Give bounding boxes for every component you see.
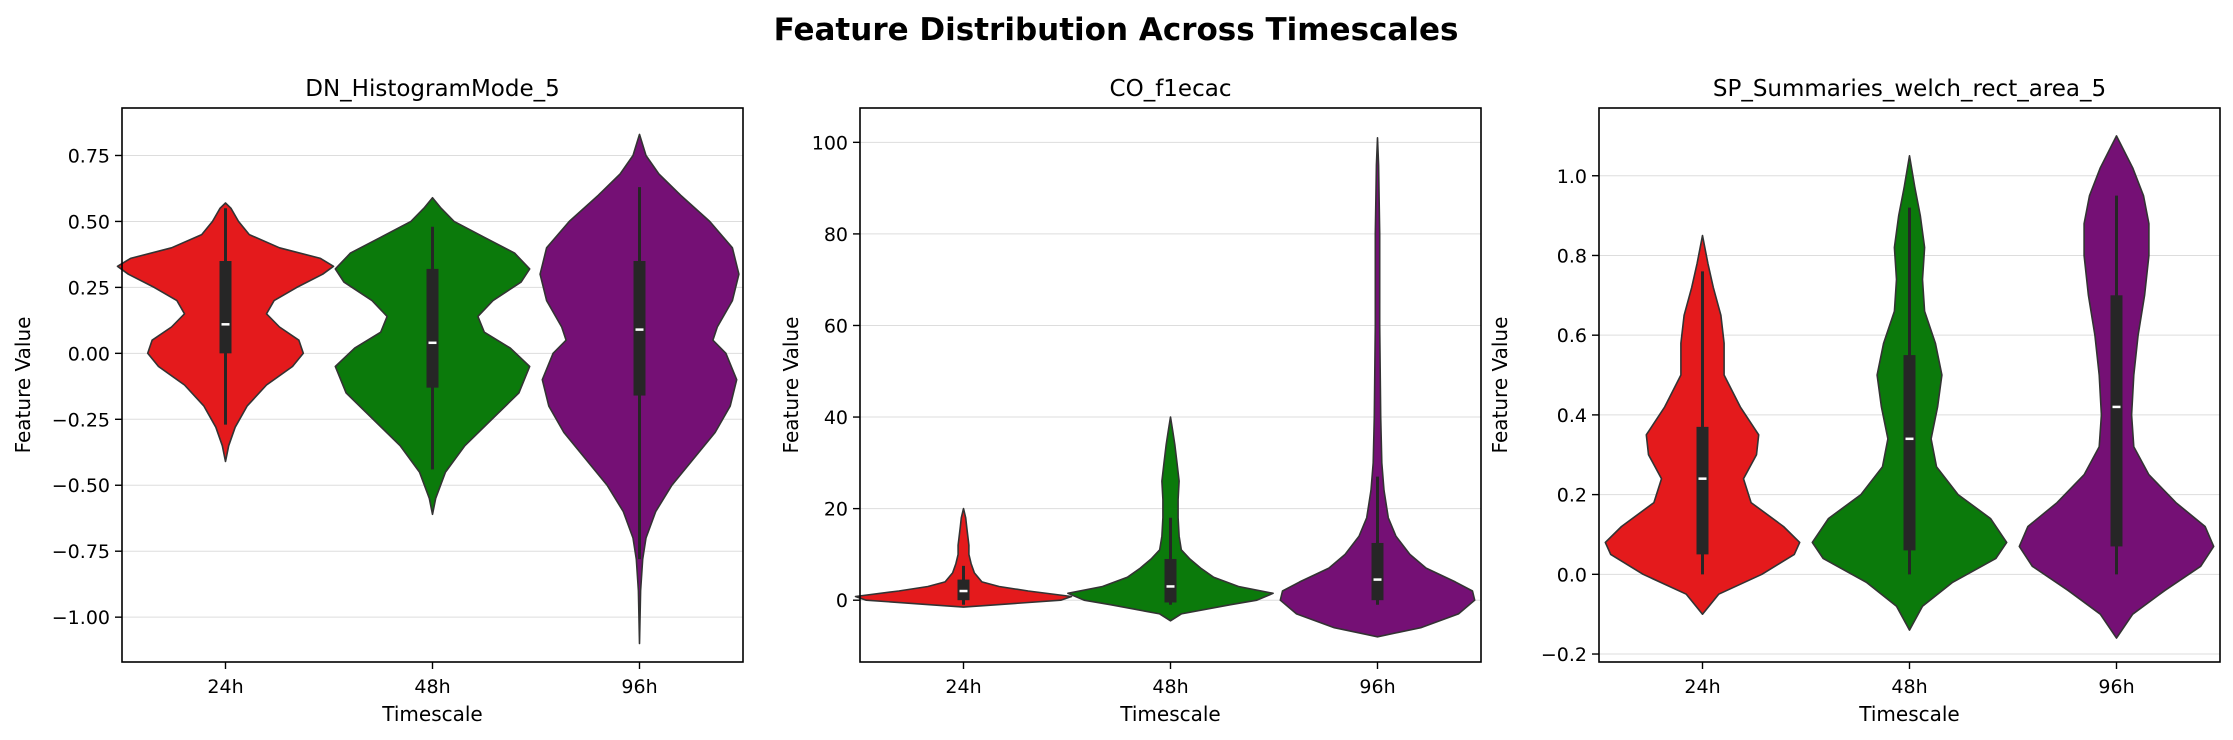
- y-tick-label: 0.2: [1557, 485, 1587, 507]
- x-axis-label: Timescale: [1858, 702, 1959, 726]
- subplot-title: CO_f1ecac: [1110, 76, 1232, 102]
- iqr-box-96h: [1371, 542, 1384, 601]
- y-tick-label: 0.0: [1557, 564, 1587, 586]
- figure-title: Feature Distribution Across Timescales: [774, 12, 1459, 48]
- y-tick-label: 1.0: [1557, 166, 1587, 188]
- y-tick-label: 20: [824, 499, 848, 521]
- violin-24h: [854, 507, 1073, 608]
- iqr-box-48h: [426, 268, 439, 388]
- y-tick-label: −1.00: [52, 607, 110, 629]
- x-axis-label: Timescale: [381, 702, 482, 726]
- violin-96h: [1279, 137, 1476, 638]
- y-tick-label: 80: [824, 224, 848, 246]
- y-tick-label: −0.75: [52, 541, 110, 563]
- y-tick-label: −0.25: [52, 409, 110, 431]
- y-axis-label: Feature Value: [779, 317, 803, 454]
- x-axis-label: Timescale: [1119, 702, 1220, 726]
- y-tick-label: 0.8: [1557, 245, 1587, 267]
- x-tick-label: 24h: [945, 676, 981, 698]
- y-tick-label: −0.2: [1541, 644, 1587, 666]
- y-tick-label: 0.75: [68, 145, 110, 167]
- subplot-3: −0.2 0.0 0.2 0.4 0.6 0.8 1.0 24h 48h 96h SP_Summar…: [1488, 76, 2221, 726]
- y-tick-label: 0.00: [68, 343, 110, 365]
- y-tick-label: 0.4: [1557, 405, 1587, 427]
- subplot-2: 0 20 40 60 80 100 24h 48h 96h CO_f1ecac Timescale F…: [779, 76, 1482, 726]
- iqr-box-24h: [219, 261, 232, 354]
- subplot-title: SP_Summaries_welch_rect_area_5: [1713, 76, 2106, 102]
- y-tick-label: 60: [824, 315, 848, 337]
- x-tick-label: 96h: [621, 676, 657, 698]
- iqr-box-48h: [1164, 558, 1177, 603]
- x-tick-label: 96h: [2098, 676, 2134, 698]
- y-tick-label: 0.25: [68, 277, 110, 299]
- x-tick-label: 48h: [1152, 676, 1188, 698]
- subplot-1: −1.00 −0.75 −0.50 −0.25 0.00 0.25 0.50 0.75 24h 4…: [11, 76, 744, 726]
- iqr-box-96h: [633, 261, 646, 396]
- x-tick-label: 24h: [1684, 676, 1720, 698]
- x-tick-label: 96h: [1359, 676, 1395, 698]
- iqr-box-48h: [1903, 355, 1916, 551]
- x-tick-label: 24h: [207, 676, 243, 698]
- y-tick-label: 0.50: [68, 211, 110, 233]
- y-tick-label: 100: [812, 132, 848, 154]
- y-tick-label: 40: [824, 407, 848, 429]
- iqr-box-24h: [1696, 426, 1709, 555]
- y-tick-label: −0.50: [52, 475, 110, 497]
- subplot-title: DN_HistogramMode_5: [305, 76, 560, 102]
- y-tick-label: 0: [836, 590, 848, 612]
- x-tick-label: 48h: [1891, 676, 1927, 698]
- x-tick-label: 48h: [414, 676, 450, 698]
- iqr-box-96h: [2110, 295, 2123, 547]
- y-axis-label: Feature Value: [1488, 317, 1512, 454]
- y-axis-label: Feature Value: [11, 317, 35, 454]
- y-tick-label: 0.6: [1557, 325, 1587, 347]
